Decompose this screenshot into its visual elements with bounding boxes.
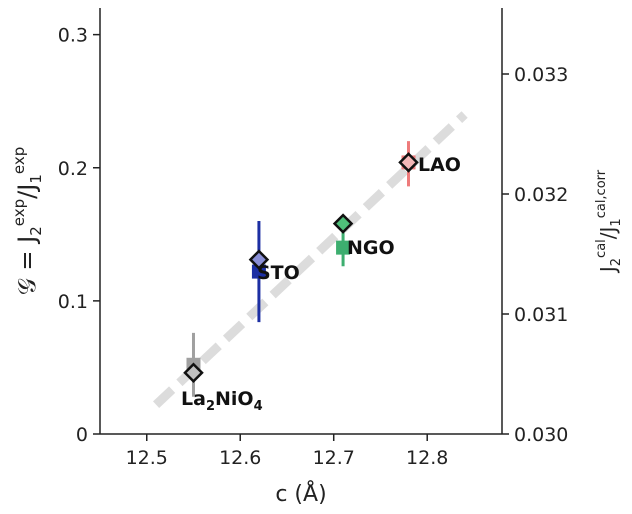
left-axis-label-sub2: 1 <box>27 174 45 184</box>
diamond-sto <box>248 249 270 270</box>
svg-text:𝒢 = J2exp/J1exp: 𝒢 = J2exp/J1exp <box>10 147 45 296</box>
x-axis-label: c (Å) <box>275 480 326 507</box>
square-sto <box>251 264 266 279</box>
x-tick-label-0: 12.5 <box>126 447 168 469</box>
right-axis-label-sup2: cal,corr <box>594 169 609 218</box>
left-axis-label-sup2: exp <box>10 147 28 174</box>
y-left-tick-label-2: 0.2 <box>58 158 88 180</box>
right-axis-label-mid: /J <box>596 227 620 240</box>
diamond-lao <box>398 152 419 173</box>
ticks-layer: 12.5 12.6 12.7 12.8 0 0.1 0.2 0.3 0.030 0.031 0.03… <box>58 25 569 469</box>
y-left-tick-label-1: 0.1 <box>58 291 88 313</box>
x-tick-label-1: 12.6 <box>219 447 261 469</box>
annotation-sto: STO <box>257 262 300 284</box>
y-right-tick-label-0: 0.030 <box>514 424 568 446</box>
plot-frame <box>99 8 503 435</box>
right-axis-label-sub2: 1 <box>609 218 624 226</box>
right-axis-label: J2cal/J1cal,corr <box>594 169 624 274</box>
left-axis-label-sub1: 2 <box>27 226 45 236</box>
diamond-la2nio4 <box>183 362 204 384</box>
y-right-tick-label-2: 0.032 <box>514 184 568 206</box>
annotation-ngo: NGO <box>347 237 395 259</box>
svg-text:J2cal/J1cal,corr: J2cal/J1cal,corr <box>594 169 624 274</box>
right-axis-label-sup1: cal <box>594 239 609 258</box>
left-axis-label-sup1: exp <box>10 199 28 226</box>
x-tick-label-2: 12.7 <box>313 447 355 469</box>
right-axis-label-main: J <box>596 266 620 274</box>
annotation-la2nio4: La2NiO4 <box>181 388 263 414</box>
left-axis-label-mid: /J <box>13 184 41 199</box>
diamond-ngo <box>332 213 354 234</box>
marks-layer <box>183 141 419 397</box>
y-left-tick-label-0: 0 <box>76 424 88 446</box>
left-axis-label: 𝒢 = J2exp/J1exp <box>10 147 45 296</box>
left-axis-label-main: 𝒢 = J <box>13 236 41 296</box>
right-axis-label-sub1: 2 <box>609 258 624 266</box>
y-right-tick-label-1: 0.031 <box>514 304 568 326</box>
x-tick-label-3: 12.8 <box>406 447 448 469</box>
annotation-lao: LAO <box>418 154 461 176</box>
y-right-tick-label-3: 0.033 <box>514 64 568 86</box>
square-ngo <box>336 240 351 255</box>
y-left-tick-label-3: 0.3 <box>58 25 88 47</box>
